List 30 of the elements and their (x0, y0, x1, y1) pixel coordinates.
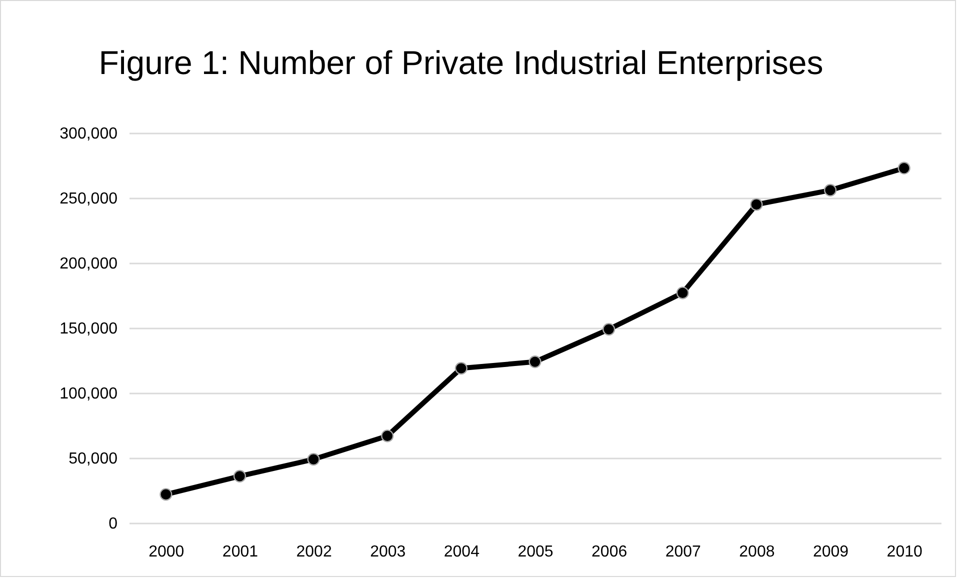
y-tick-label: 200,000 (60, 256, 118, 272)
y-tick-label: 50,000 (68, 450, 118, 468)
x-tick-label: 2001 (222, 544, 258, 560)
x-tick-label: 2006 (592, 544, 628, 560)
point (676, 286, 689, 300)
x-tick-label: 2008 (739, 544, 775, 560)
y-tick-label: 100,000 (60, 386, 118, 402)
point (307, 453, 320, 466)
point (160, 488, 172, 501)
point (381, 430, 394, 442)
y-tick-label: 250,000 (60, 190, 118, 208)
point (750, 198, 763, 211)
y-tick-label: 300,000 (60, 126, 118, 142)
x-tick-label: 2004 (444, 544, 480, 560)
y-tick-label: 0 (108, 516, 118, 532)
point (824, 184, 837, 196)
x-tick-label: 2010 (886, 544, 922, 560)
point (528, 356, 542, 368)
x-tick-label: 2003 (370, 544, 406, 560)
point (898, 162, 910, 174)
point (602, 323, 616, 336)
x-tick-label: 2009 (812, 544, 849, 560)
chart-title: Figure 1: Number of Private Industrial Enterprises (98, 44, 824, 81)
x-tick-label: 2007 (665, 544, 702, 560)
y-tick-label: 150,000 (60, 320, 118, 338)
x-tick-label: 2005 (518, 544, 554, 560)
x-tick-label: 2002 (296, 544, 332, 560)
point (454, 362, 468, 375)
point (233, 470, 246, 482)
x-tick-label: 2000 (148, 544, 184, 560)
